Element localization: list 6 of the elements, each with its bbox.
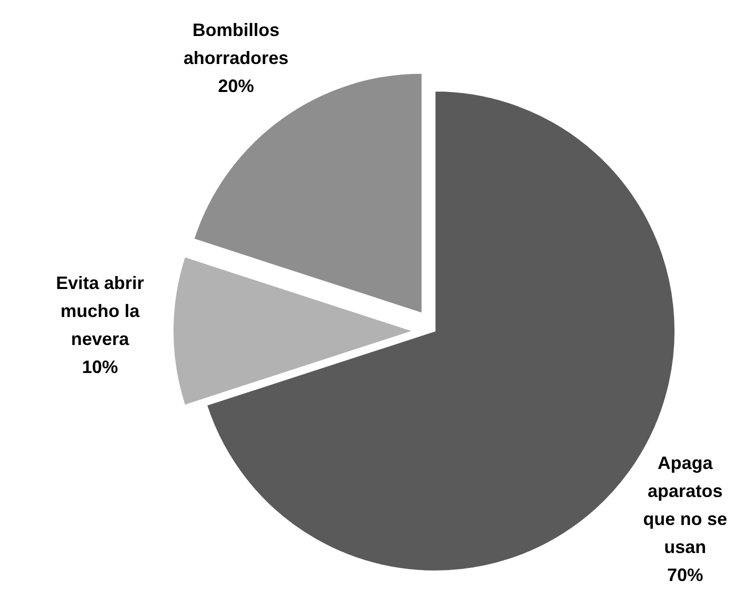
slice-label: Bombillos ahorradores xyxy=(184,20,289,68)
data-label: 10% xyxy=(82,356,118,377)
slice-label: Evita abrir mucho la nevera xyxy=(56,272,144,349)
data-label: 70% xyxy=(667,564,704,585)
slice-label: Apaga aparatos que no se usan xyxy=(643,452,728,557)
data-label: 20% xyxy=(218,76,254,96)
